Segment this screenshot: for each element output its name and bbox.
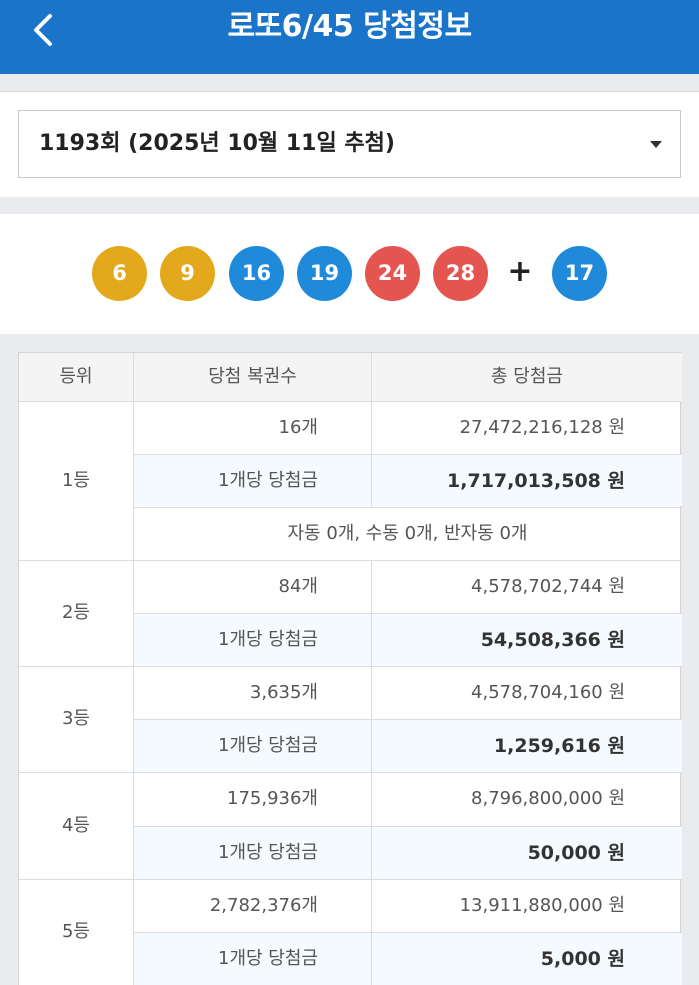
winning-ball: 9 [160, 246, 215, 301]
total-prize: 8,796,800,000 원 [471, 788, 625, 809]
table-divider [134, 507, 682, 508]
rank-label: 1등 [61, 470, 90, 491]
chevron-left-icon [34, 14, 52, 46]
table-divider [19, 879, 682, 880]
per-winner-label: 1개당 당첨금 [218, 470, 318, 491]
winning-ball: 6 [92, 246, 147, 301]
rank-label: 4등 [61, 815, 90, 836]
back-button[interactable] [24, 10, 64, 50]
total-prize: 13,911,880,000 원 [459, 895, 625, 916]
caret-down-icon [650, 141, 662, 148]
total-prize: 4,578,702,744 원 [471, 576, 625, 597]
per-winner-amount: 54,508,366 원 [480, 629, 625, 651]
row-highlight [134, 932, 682, 985]
method-breakdown: 자동 0개, 수동 0개, 반자동 0개 [287, 523, 528, 544]
row-highlight [134, 719, 682, 772]
winner-count: 2,782,376개 [209, 895, 318, 916]
rank-label: 5등 [61, 921, 90, 942]
total-prize: 4,578,704,160 원 [471, 682, 625, 703]
per-winner-amount: 1,259,616 원 [493, 735, 625, 757]
winner-count: 84개 [278, 576, 318, 597]
row-highlight [134, 826, 682, 879]
plus-sign: + [507, 254, 533, 289]
table-divider [134, 719, 682, 720]
winning-ball: 28 [433, 246, 488, 301]
table-divider [19, 401, 682, 402]
per-winner-amount: 50,000 원 [527, 842, 625, 864]
winning-ball: 16 [229, 246, 284, 301]
draw-select-value: 1193회 (2025년 10월 11일 추첨) [39, 131, 395, 156]
bonus-ball: 17 [552, 246, 607, 301]
total-prize: 27,472,216,128 원 [459, 417, 625, 438]
page-title: 로또6/45 당첨정보 [227, 9, 472, 44]
winning-ball: 19 [297, 246, 352, 301]
table-divider [134, 932, 682, 933]
header-rank: 등위 [19, 353, 133, 401]
table-divider [134, 826, 682, 827]
per-winner-amount: 5,000 원 [540, 948, 625, 970]
winner-count: 175,936개 [227, 788, 318, 809]
header-count: 당첨 복권수 [134, 353, 371, 401]
per-winner-label: 1개당 당첨금 [218, 629, 318, 650]
rank-label: 2등 [61, 602, 90, 623]
winning-ball: 24 [365, 246, 420, 301]
table-divider [19, 666, 682, 667]
draw-select-dropdown[interactable]: 1193회 (2025년 10월 11일 추첨) [18, 110, 681, 178]
table-divider [134, 454, 682, 455]
table-divider [19, 772, 682, 773]
per-winner-label: 1개당 당첨금 [218, 735, 318, 756]
table-divider [371, 353, 372, 401]
per-winner-amount: 1,717,013,508 원 [447, 470, 625, 492]
per-winner-label: 1개당 당첨금 [218, 842, 318, 863]
winning-numbers-panel: 6 9 16 19 24 28 + 17 [0, 214, 699, 334]
table-divider [133, 353, 134, 985]
table-divider [19, 560, 682, 561]
table-divider [134, 613, 682, 614]
prize-table: 등위 당첨 복권수 총 당첨금 1등 16개 27,472,216,128 원 … [18, 352, 682, 985]
row-highlight [134, 454, 682, 506]
app-header: 로또6/45 당첨정보 [0, 0, 699, 74]
winner-count: 16개 [278, 417, 318, 438]
row-highlight [134, 613, 682, 666]
draw-select-panel: 1193회 (2025년 10월 11일 추첨) [0, 91, 699, 197]
rank-label: 3등 [61, 708, 90, 729]
header-total: 총 당첨금 [372, 353, 682, 401]
per-winner-label: 1개당 당첨금 [218, 948, 318, 969]
winner-count: 3,635개 [249, 682, 318, 703]
